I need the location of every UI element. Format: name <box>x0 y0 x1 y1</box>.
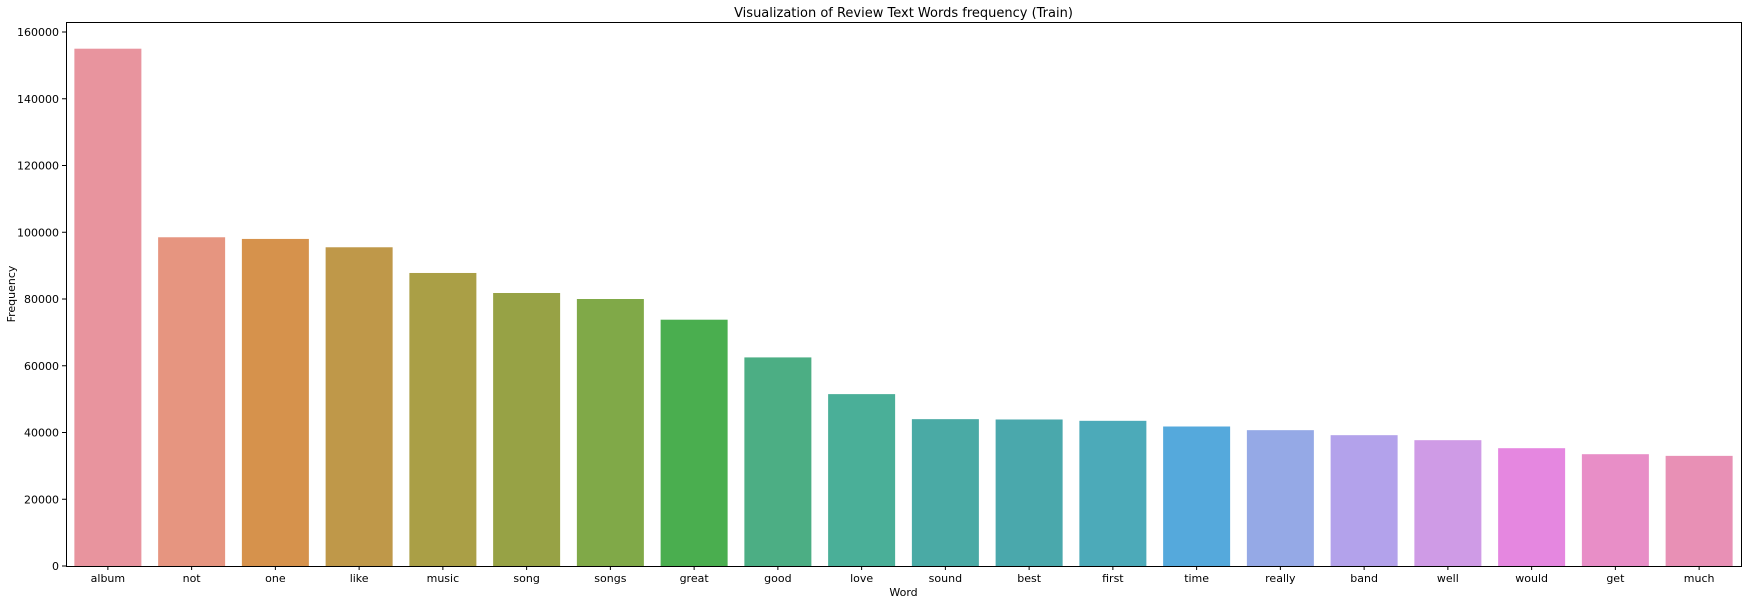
bar-songs <box>576 299 644 566</box>
y-tick-label: 40000 <box>24 427 59 440</box>
x-tick-label: great <box>680 572 710 585</box>
bar-time <box>1163 426 1231 566</box>
x-axis-ticks: album not one like music song songs great good lo… <box>91 566 1715 585</box>
bar-well <box>1414 440 1482 566</box>
x-tick-label: time <box>1184 572 1209 585</box>
y-tick-label: 20000 <box>24 493 59 506</box>
bar-one <box>241 238 309 567</box>
bar-get <box>1581 454 1649 566</box>
x-tick-label: best <box>1017 572 1041 585</box>
x-tick-label: first <box>1102 572 1124 585</box>
plot-frame <box>66 22 1742 567</box>
y-tick-label: 160000 <box>17 26 59 39</box>
x-tick-label: good <box>764 572 791 585</box>
y-tick-label: 120000 <box>17 160 59 173</box>
y-axis-title: Frequency <box>5 265 18 322</box>
bar-not <box>158 237 226 567</box>
x-axis-title: Word <box>889 586 917 599</box>
bar-song <box>493 292 561 566</box>
y-tick-label: 140000 <box>17 93 59 106</box>
bar-like <box>325 247 393 567</box>
x-tick-label: would <box>1515 572 1548 585</box>
y-tick-label: 0 <box>52 560 59 573</box>
bar-love <box>828 394 896 566</box>
x-tick-label: sound <box>929 572 962 585</box>
x-tick-label: well <box>1437 572 1459 585</box>
bar-really <box>1246 430 1314 566</box>
x-tick-label: one <box>265 572 286 585</box>
y-axis-ticks: 0 20000 40000 60000 80000 100000 120000 140000 1… <box>17 26 66 573</box>
bar-great <box>660 319 728 566</box>
chart-title: Visualization of Review Text Words frequ… <box>734 6 1073 21</box>
x-tick-label: not <box>183 572 202 585</box>
bar-best <box>995 419 1063 566</box>
bar-good <box>744 357 812 566</box>
x-tick-label: music <box>427 572 460 585</box>
bar-much <box>1665 455 1733 566</box>
x-tick-label: really <box>1265 572 1296 585</box>
bars-layer <box>74 48 1733 567</box>
x-tick-label: get <box>1606 572 1625 585</box>
x-tick-label: songs <box>594 572 626 585</box>
bar-band <box>1330 435 1398 566</box>
bar-would <box>1498 448 1566 566</box>
y-tick-label: 60000 <box>24 360 59 373</box>
bar-album <box>74 48 142 566</box>
bar-music <box>409 272 477 566</box>
x-tick-label: album <box>91 572 125 585</box>
y-tick-label: 80000 <box>24 293 59 306</box>
bar-sound <box>911 419 979 566</box>
x-tick-label: much <box>1684 572 1715 585</box>
bar-first <box>1079 420 1147 566</box>
y-tick-label: 100000 <box>17 226 59 239</box>
x-tick-label: like <box>350 572 369 585</box>
x-tick-label: love <box>850 572 873 585</box>
x-tick-label: song <box>513 572 539 585</box>
x-tick-label: band <box>1350 572 1378 585</box>
